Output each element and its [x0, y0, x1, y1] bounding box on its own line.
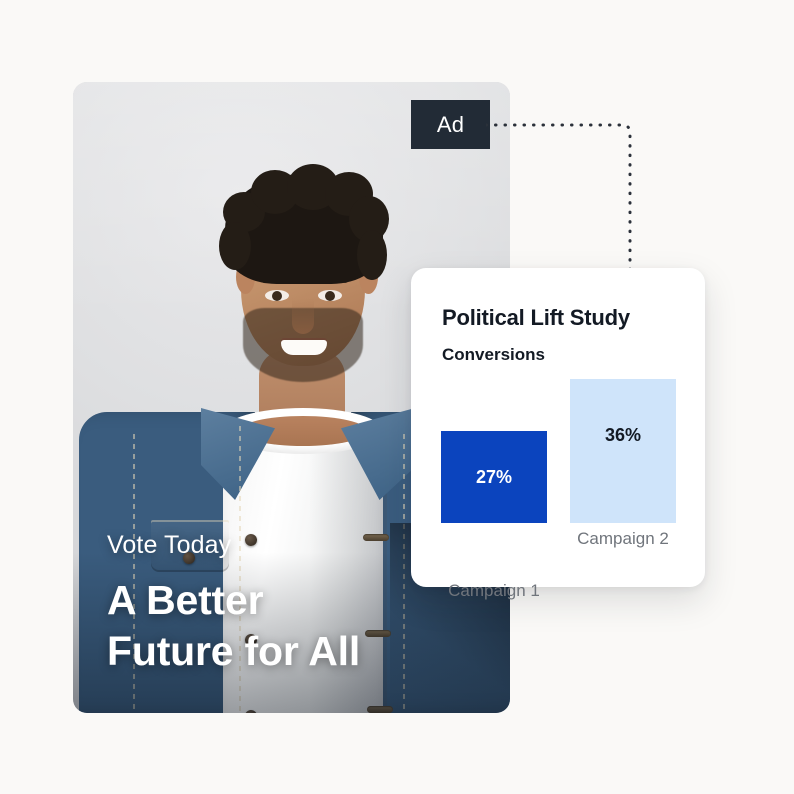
ad-headline-line-1: A Better [107, 577, 264, 624]
eye-right [318, 290, 342, 301]
bar-campaign-2[interactable]: 36% [570, 379, 676, 523]
bar-group-campaign-2: 36% Campaign 2 [570, 379, 676, 548]
jacket-seam [239, 426, 241, 713]
jacket-buttonhole [367, 706, 393, 713]
ad-copy-overlay: Vote Today A Better Future for All [107, 530, 486, 677]
ad-headline-line-2: Future for All [107, 628, 361, 675]
ad-headline: A Better Future for All [107, 575, 486, 677]
bar-value-campaign-1: 27% [475, 466, 513, 487]
chart-title: Political Lift Study [442, 305, 630, 330]
jacket-button [245, 710, 257, 713]
lift-study-chart-card[interactable]: Political Lift Study Conversions 27% Cam… [411, 268, 705, 600]
nose [292, 298, 314, 334]
axis-label-campaign-1: Campaign 1 [448, 581, 540, 600]
jacket-buttonhole [365, 630, 391, 637]
jacket-button [183, 552, 195, 564]
jacket-button [245, 534, 257, 546]
jacket-button [245, 634, 257, 646]
ad-badge[interactable]: Ad [411, 100, 490, 149]
ad-kicker: Vote Today [107, 530, 232, 559]
bar-campaign-1[interactable]: 27% [441, 431, 547, 523]
bar-value-campaign-2: 36% [604, 425, 642, 445]
bar-group-campaign-1: 27% Campaign 1 [441, 431, 547, 600]
hair-curl [357, 230, 387, 280]
hair-curl [219, 222, 251, 270]
axis-label-campaign-2: Campaign 2 [577, 529, 669, 548]
bar-chart-plot-area: 27% Campaign 1 36% Campaign 2 [441, 378, 677, 600]
smiling-mouth [281, 340, 327, 355]
jacket-buttonhole [363, 534, 389, 541]
jacket-seam [133, 434, 135, 713]
eye-left [265, 290, 289, 301]
chart-subtitle: Conversions [442, 345, 545, 364]
